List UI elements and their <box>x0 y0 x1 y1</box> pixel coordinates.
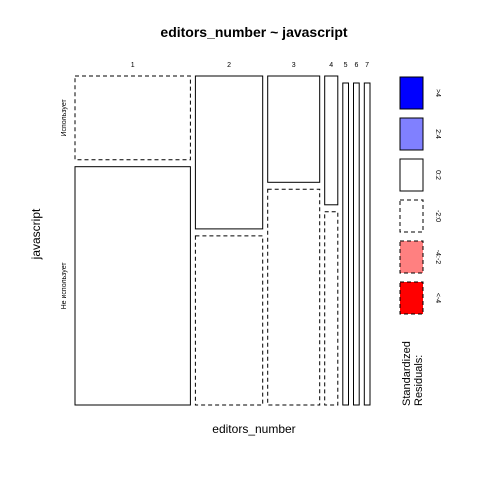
y-category-label: Использует <box>61 99 68 137</box>
legend-title: Standardized <box>401 341 413 406</box>
x-category-label: 2 <box>227 62 231 69</box>
x-category-label: 6 <box>354 62 358 69</box>
legend-swatch <box>399 199 424 233</box>
mosaic-cell-3-not-uses <box>267 188 321 406</box>
x-category-label: 4 <box>329 62 333 69</box>
legend-swatch <box>399 240 424 274</box>
legend-swatch <box>399 158 424 192</box>
x-category-label: 7 <box>365 62 369 69</box>
x-axis-label: editors_number <box>212 422 295 436</box>
legend-swatch <box>399 76 424 110</box>
mosaic-cell-2-uses <box>194 75 264 230</box>
legend-swatch <box>399 117 424 151</box>
mosaic-cell-3-uses <box>267 75 321 183</box>
y-axis-label: javascript <box>29 208 43 260</box>
mosaic-cell-1-uses <box>74 75 191 161</box>
mosaic-cells <box>74 75 371 406</box>
x-category-label: 1 <box>131 62 135 69</box>
mosaic-cell-1-not-uses <box>74 166 191 406</box>
residual-legend: >4 2:4 0:2 -2:0 -4:-2 <-4 Standardized Residual… <box>399 76 441 406</box>
legend-label: 2:4 <box>434 129 441 139</box>
legend-swatch <box>399 281 424 315</box>
x-category-label: 5 <box>344 62 348 69</box>
mosaic-cell-4-uses <box>324 75 339 206</box>
legend-title: Residuals: <box>413 355 425 406</box>
legend-label: -4:-2 <box>434 250 441 265</box>
mosaic-cell-4-not-uses <box>324 211 339 406</box>
x-category-label: 3 <box>292 62 296 69</box>
legend-label: 0:2 <box>434 170 441 180</box>
y-category-labels: Использует Не использует <box>61 99 68 310</box>
legend-label: <-4 <box>434 293 441 303</box>
y-category-label: Не использует <box>61 262 68 310</box>
mosaic-cell-7-not-uses <box>363 82 371 406</box>
chart-title: editors_number ~ javascript <box>160 24 347 40</box>
mosaic-cell-6-not-uses <box>353 82 360 406</box>
mosaic-cell-2-not-uses <box>194 235 264 406</box>
legend-label: -2:0 <box>434 210 441 222</box>
legend-label: >4 <box>434 89 441 97</box>
mosaic-cell-5-not-uses <box>342 82 349 406</box>
